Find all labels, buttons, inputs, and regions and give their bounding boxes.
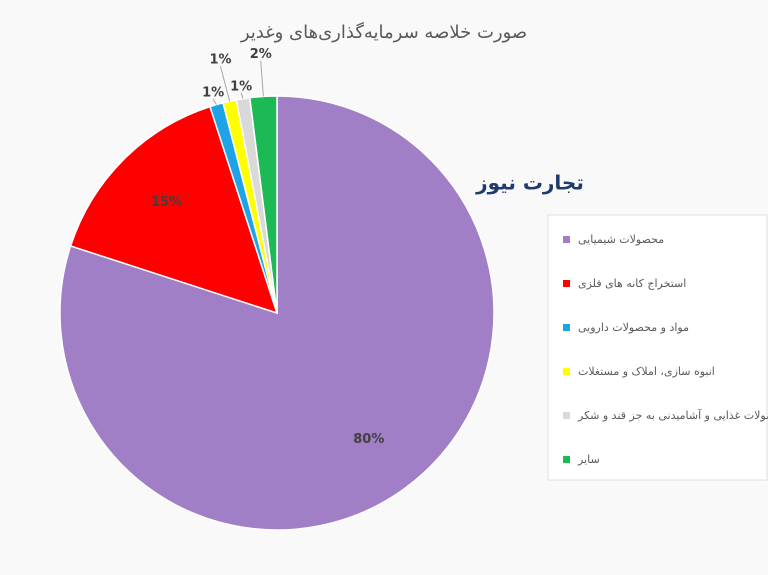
data-label: 80% — [353, 432, 384, 447]
legend-swatch — [563, 324, 570, 331]
data-label: 1% — [209, 53, 231, 68]
legend-label: انبوه سازی، املاک و مستغلات — [578, 365, 715, 378]
pie-slice — [69, 105, 279, 315]
legend-label: استخراج کانه های فلزی — [578, 277, 686, 290]
legend-label: محصولات غذایی و آشامیدنی به جز قند و شکر — [577, 408, 768, 422]
legend-swatch — [563, 456, 570, 463]
data-label: 1% — [230, 79, 252, 94]
legend-swatch — [563, 368, 570, 375]
leader-line — [240, 92, 244, 99]
leader-line — [260, 60, 264, 97]
pie-slice — [248, 95, 278, 314]
data-label: 15% — [151, 195, 182, 210]
data-label: 1% — [202, 86, 224, 101]
legend-swatch — [563, 236, 570, 243]
watermark: تجارت نیوز — [475, 171, 584, 195]
legend-label: سایر — [577, 453, 600, 466]
legend-box — [547, 214, 768, 481]
leader-line — [212, 98, 217, 105]
leader-line — [220, 66, 231, 102]
chart-title: صورت خلاصه سرمایه‌گذاری‌های وغدیر — [240, 21, 527, 43]
legend-label: مواد و محصولات دارویی — [578, 321, 689, 334]
data-label: 2% — [250, 47, 272, 62]
legend-swatch — [563, 280, 570, 287]
legend-swatch — [563, 412, 570, 419]
legend-label: محصولات شیمیایی — [578, 233, 664, 246]
